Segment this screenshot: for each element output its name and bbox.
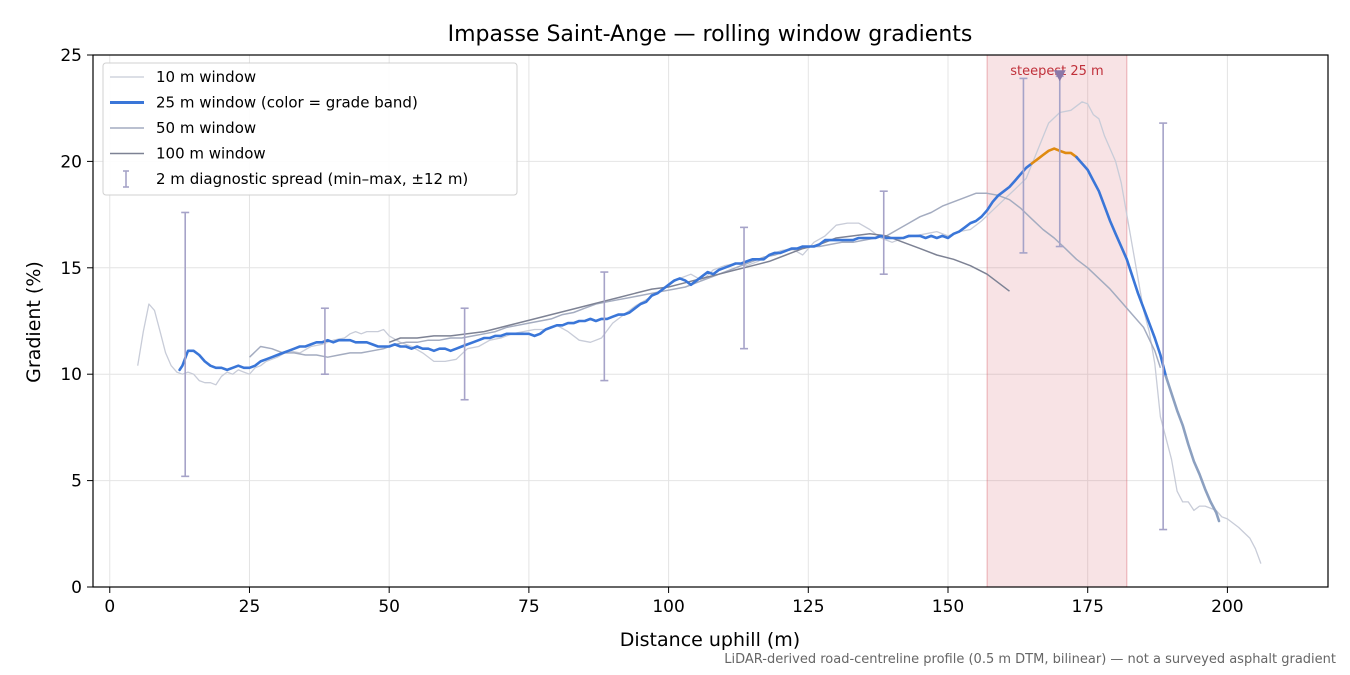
x-tick-label: 0 xyxy=(104,597,115,617)
x-tick-label: 175 xyxy=(1071,597,1103,617)
legend-box xyxy=(102,62,518,196)
x-tick-label: 25 xyxy=(239,597,261,617)
legend-label: 2 m diagnostic spread (min–max, ±12 m) xyxy=(156,170,468,188)
legend: 10 m window 25 m window (color = grade ba… xyxy=(102,62,518,196)
error-bar-layer xyxy=(181,70,1168,531)
steepest-marker xyxy=(1053,70,1066,82)
y-tick-label: 15 xyxy=(60,259,82,279)
axes-layer: 0 25 50 75 100 125 150 175 200 0 5 10 15 20 25 xyxy=(60,46,1329,617)
x-tick-label: 150 xyxy=(932,597,964,617)
series-line-2 xyxy=(248,192,1162,369)
steepest-band-layer: steepest 25 m xyxy=(986,54,1128,588)
y-tick-label: 10 xyxy=(60,365,82,385)
steepest-band xyxy=(986,54,1128,588)
x-tick-label: 50 xyxy=(378,597,400,617)
y-tick-label: 0 xyxy=(71,578,82,598)
y-tick-label: 20 xyxy=(60,152,82,172)
plot-frame xyxy=(92,54,1329,588)
x-tick-label: 75 xyxy=(518,597,540,617)
data-source-footnote: LiDAR-derived road-centreline profile (0… xyxy=(724,652,1336,667)
legend-label: 10 m window xyxy=(156,68,256,86)
legend-label: 25 m window (color = grade band) xyxy=(156,94,418,112)
x-axis-label: Distance uphill (m) xyxy=(620,629,800,651)
y-tick-label: 25 xyxy=(60,46,82,66)
series-25m-segment xyxy=(1164,375,1221,523)
y-tick-label: 5 xyxy=(71,472,82,492)
series-25m-segment xyxy=(1030,147,1078,165)
legend-label: 50 m window xyxy=(156,119,256,137)
x-tick-label: 100 xyxy=(652,597,684,617)
series-line-3 xyxy=(388,233,1010,344)
x-tick-label: 125 xyxy=(792,597,824,617)
legend-label: 100 m window xyxy=(156,145,266,163)
x-tick-label: 200 xyxy=(1211,597,1243,617)
series-25m-segment xyxy=(1075,155,1168,378)
chart-title: Impasse Saint-Ange — rolling window grad… xyxy=(448,22,973,47)
y-axis-label: Gradient (%) xyxy=(23,261,45,383)
